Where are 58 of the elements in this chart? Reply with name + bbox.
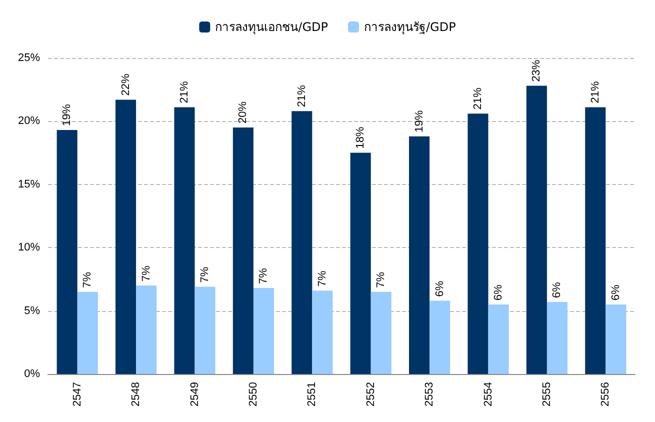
bar [77, 292, 98, 374]
y-tick-label: 5% [24, 304, 40, 317]
x-tick-label: 2555 [540, 382, 553, 406]
data-label: 7% [316, 270, 328, 287]
bar [606, 304, 626, 374]
data-label: 18% [354, 126, 367, 149]
x-tick-label: 2553 [424, 382, 436, 406]
bar [253, 288, 274, 374]
x-tick-label: 2556 [600, 382, 612, 406]
bar [136, 286, 157, 374]
bar [232, 128, 254, 374]
bar [430, 300, 450, 374]
bar [409, 136, 430, 374]
bar [468, 114, 488, 374]
data-label: 6% [492, 284, 505, 300]
bar [350, 152, 371, 374]
bar [526, 86, 547, 374]
x-tick-label: 2548 [130, 382, 142, 406]
data-label: 7% [140, 265, 152, 282]
bar [116, 100, 136, 374]
bar [488, 304, 509, 374]
x-tick-label: 2547 [71, 382, 84, 406]
x-tick-label: 2550 [247, 382, 260, 406]
data-label: 7% [82, 272, 94, 288]
data-label: 19% [61, 104, 74, 126]
data-label: 6% [610, 284, 622, 300]
y-tick-label: 10% [18, 242, 40, 254]
y-tick-label: 25% [18, 52, 40, 64]
bar [312, 290, 333, 374]
bar [174, 107, 195, 374]
data-label: 21% [589, 81, 602, 104]
data-label: 21% [296, 84, 308, 108]
legend-label: การลงทุนรัฐ/GDP [364, 20, 456, 35]
data-label: 7% [375, 272, 388, 288]
y-tick-label: 15% [18, 178, 40, 190]
bar [546, 302, 568, 374]
data-label: 23% [530, 60, 543, 82]
data-label: 7% [258, 268, 270, 284]
bar [370, 292, 392, 374]
bar [585, 107, 606, 374]
y-tick-label: 20% [18, 115, 40, 128]
x-tick-label: 2554 [482, 382, 494, 406]
bar [194, 286, 216, 374]
legend-label: การลงทุนเอกชน/GDP [215, 20, 328, 35]
data-label: 7% [199, 266, 212, 283]
data-label: 19% [413, 110, 426, 132]
y-tick-label: 0% [24, 368, 40, 380]
bar [56, 130, 78, 374]
x-tick-label: 2551 [306, 382, 318, 406]
data-label: 21% [472, 87, 484, 110]
data-label: 6% [551, 282, 564, 298]
data-label: 22% [120, 73, 132, 96]
x-tick-label: 2552 [364, 382, 377, 406]
data-label: 6% [434, 280, 446, 297]
data-label: 21% [178, 81, 190, 104]
x-tick-label: 2549 [188, 382, 201, 406]
data-label: 20% [237, 101, 250, 124]
bar [292, 111, 312, 374]
